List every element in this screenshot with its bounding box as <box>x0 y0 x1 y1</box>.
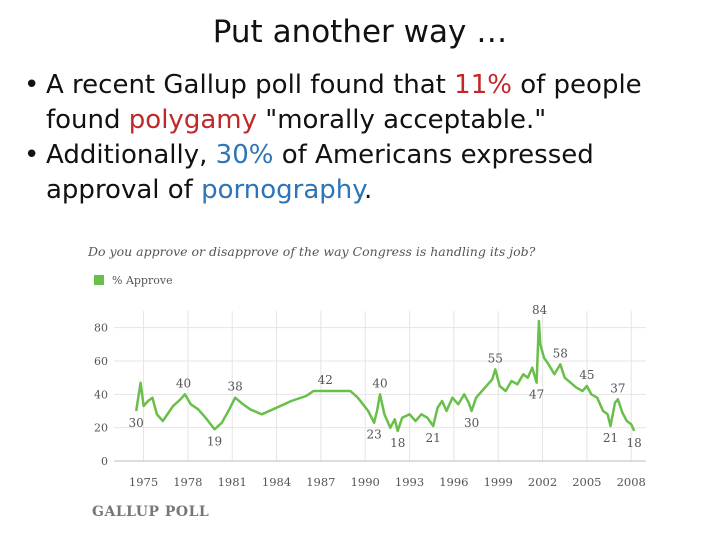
x-tick-label: 1987 <box>306 475 335 489</box>
x-tick-label: 1993 <box>395 475 424 489</box>
chart-title: Do you approve or disapprove of the way … <box>87 244 536 259</box>
bullet-highlight-topic: polygamy <box>128 105 257 135</box>
x-tick-label: 1978 <box>173 475 202 489</box>
data-label: 21 <box>603 431 618 445</box>
data-label: 58 <box>553 346 568 360</box>
y-tick-label: 40 <box>94 388 108 401</box>
slide-title: Put another way … <box>212 14 508 50</box>
bullet-text: "morally acceptable." <box>256 105 547 135</box>
y-tick-label: 60 <box>94 355 108 368</box>
bullet-text: Additionally, <box>46 140 216 170</box>
x-tick-label: 1984 <box>262 475 291 489</box>
data-label: 30 <box>464 416 479 430</box>
bullet-text: A recent Gallup poll found that <box>46 70 455 100</box>
data-label: 55 <box>488 351 503 365</box>
x-tick-label: 2002 <box>528 475 557 489</box>
x-tick-label: 1975 <box>129 475 158 489</box>
congress-approval-chart: Do you approve or disapprove of the way … <box>87 244 646 489</box>
x-tick-label: 2008 <box>617 475 646 489</box>
x-tick-label: 1990 <box>351 475 380 489</box>
x-tick-label: 1981 <box>218 475 247 489</box>
bullet-dot: • <box>24 140 40 170</box>
data-label: 40 <box>372 376 387 390</box>
data-label: 21 <box>426 431 441 445</box>
bullet-item: • Additionally, 30% of Americans express… <box>24 138 704 208</box>
data-label: 47 <box>529 388 544 402</box>
bullet-item: • A recent Gallup poll found that 11% of… <box>24 68 704 138</box>
y-tick-label: 20 <box>94 422 108 435</box>
bullet-text: of Americans expressed approval of <box>46 140 594 205</box>
data-label: 42 <box>318 373 333 387</box>
data-label: 40 <box>176 376 191 390</box>
data-label: 45 <box>579 368 594 382</box>
data-label: 84 <box>532 303 548 317</box>
data-label: 19 <box>207 434 222 448</box>
y-tick-label: 0 <box>101 455 108 468</box>
data-label: 23 <box>366 428 381 442</box>
bullet-text: of people found <box>46 70 642 135</box>
data-label: 30 <box>129 416 144 430</box>
data-label: 37 <box>610 381 625 395</box>
bullet-list: • A recent Gallup poll found that 11% of… <box>24 68 704 208</box>
data-label: 38 <box>228 380 243 394</box>
series-line-approve <box>134 319 636 433</box>
x-tick-label: 1999 <box>484 475 513 489</box>
bullet-highlight-percent: 30% <box>215 140 274 170</box>
legend-label: % Approve <box>112 274 173 287</box>
x-tick-label: 1996 <box>439 475 468 489</box>
gallup-logo: GALLUP POLL <box>92 504 210 520</box>
bullet-dot: • <box>24 70 40 100</box>
legend-swatch <box>94 275 104 285</box>
bullet-text: . <box>363 175 373 205</box>
data-label: 18 <box>390 436 405 450</box>
bullet-highlight-topic: pornography <box>201 175 364 205</box>
data-label: 18 <box>627 436 642 450</box>
x-tick-label: 2005 <box>572 475 601 489</box>
y-tick-label: 80 <box>94 322 108 335</box>
bullet-highlight-percent: 11% <box>454 70 512 100</box>
